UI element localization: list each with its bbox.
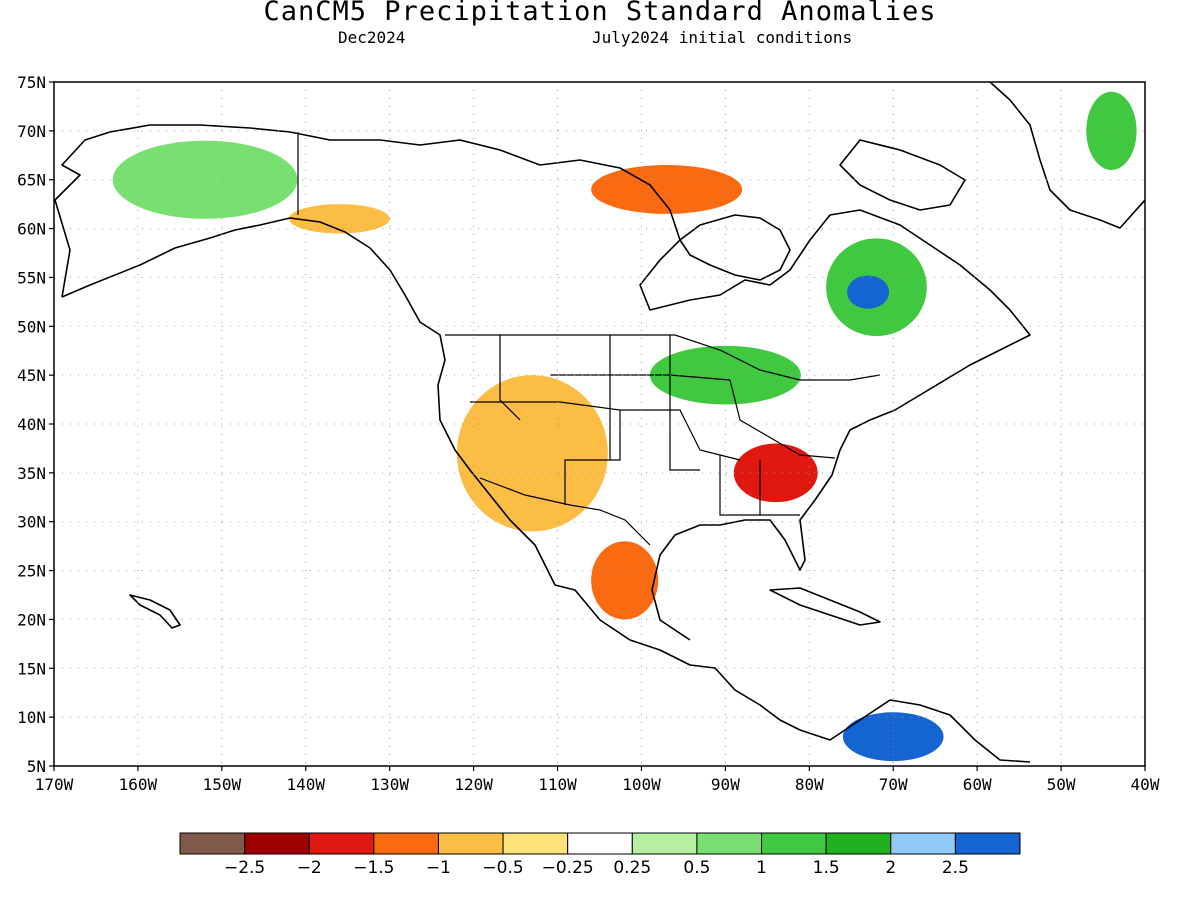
lon-tick-label: 170W	[35, 775, 74, 794]
lon-tick-label: 130W	[370, 775, 409, 794]
colorbar-label: −0.25	[542, 858, 594, 878]
anomaly-nunavut-dry	[591, 165, 743, 214]
colorbar-swatch	[567, 832, 633, 855]
lon-tick-label: 140W	[287, 775, 326, 794]
lat-tick-label: 75N	[17, 73, 46, 92]
colorbar-swatch	[954, 832, 1021, 855]
coastline	[54, 124, 1031, 641]
lat-tick-label: 5N	[27, 757, 46, 776]
colorbar-label: −2.5	[224, 858, 265, 878]
lat-tick-label: 45N	[17, 366, 46, 385]
state-border	[470, 401, 621, 505]
state-border	[620, 409, 741, 461]
lon-tick-label: 90W	[711, 775, 740, 794]
anomaly-us-west-dry	[456, 375, 608, 532]
lat-tick-label: 35N	[17, 464, 46, 483]
colorbar-label: −0.5	[482, 858, 523, 878]
anomaly-quebec-wet-core	[847, 275, 890, 309]
colorbar: −2.5 −2 −1.5 −1 −0.5 −0.25 0.25 0.5 1 1.5 2 2.5	[179, 832, 1021, 878]
lon-tick-label: 60W	[963, 775, 992, 794]
anomaly-south-america-wet	[842, 712, 944, 762]
colorbar-swatch	[825, 832, 892, 855]
anomaly-alaska-wet	[112, 140, 298, 219]
lon-tick-label: 110W	[538, 775, 577, 794]
lon-tick-label: 120W	[454, 775, 493, 794]
state-border	[729, 379, 836, 459]
lat-tick-label: 25N	[17, 562, 46, 581]
colorbar-label: 0.25	[613, 858, 651, 878]
us-canada-border	[445, 334, 881, 381]
anomaly-yukon-dry	[288, 204, 390, 234]
lat-tick-label: 20N	[17, 610, 46, 629]
hawaii	[129, 594, 181, 629]
anomaly-great-lakes-wet	[649, 345, 801, 405]
lon-tick-label: 150W	[203, 775, 242, 794]
latitude-axis: 75N 70N 65N 60N 55N 50N 45N 40N 35N 30N 25N 20N 15N 1…	[17, 73, 54, 776]
longitude-axis: 170W 160W 150W 140W 130W 120W 110W 100W 90W 80W 70…	[35, 766, 1160, 794]
lon-tick-label: 40W	[1131, 775, 1160, 794]
us-mexico-border	[479, 477, 651, 546]
lon-tick-label: 70W	[879, 775, 908, 794]
colorbar-label: 2.5	[942, 858, 969, 878]
anomaly-mexico-dry	[591, 541, 659, 620]
colorbar-swatch	[761, 832, 827, 855]
colorbar-label: 2	[885, 858, 896, 878]
cuba	[769, 587, 881, 626]
state-border	[499, 335, 521, 421]
lat-tick-label: 10N	[17, 708, 46, 727]
colorbar-swatch	[179, 832, 246, 855]
anomaly-shading-layer	[112, 91, 1137, 762]
colorbar-swatch	[244, 832, 310, 855]
lat-tick-label: 40N	[17, 415, 46, 434]
colorbar-label: 1.5	[813, 858, 840, 878]
state-border	[719, 455, 800, 516]
lon-tick-label: 80W	[795, 775, 824, 794]
state-border	[550, 374, 731, 381]
lat-tick-label: 15N	[17, 659, 46, 678]
lon-tick-label: 50W	[1047, 775, 1076, 794]
lat-tick-label: 60N	[17, 220, 46, 239]
anomaly-greenland-wet	[1086, 91, 1137, 170]
colorbar-label: −1	[426, 858, 451, 878]
map-title: CanCM5 Precipitation Standard Anomalies	[263, 0, 937, 27]
state-border	[669, 335, 700, 471]
colorbar-label: 1	[756, 858, 767, 878]
colorbar-label: −2	[297, 858, 322, 878]
colorbar-swatch	[308, 832, 375, 855]
lat-tick-label: 55N	[17, 268, 46, 287]
lon-tick-label: 160W	[119, 775, 158, 794]
colorbar-swatch	[373, 832, 439, 855]
colorbar-label: 0.5	[683, 858, 710, 878]
baffin-coast	[839, 139, 966, 211]
initial-conditions: July2024 initial conditions	[592, 28, 853, 47]
lat-tick-label: 70N	[17, 122, 46, 141]
anomaly-southeast-dry	[733, 443, 818, 503]
colorbar-swatch	[890, 832, 956, 855]
lon-tick-label: 100W	[622, 775, 661, 794]
coastline	[61, 217, 1031, 763]
political-borders	[297, 132, 881, 546]
greenland-coast	[989, 82, 1145, 229]
forecast-month: Dec2024	[338, 28, 406, 47]
colorbar-swatch	[502, 832, 569, 855]
colorbar-swatch	[631, 832, 698, 855]
colorbar-swatch	[437, 832, 504, 855]
lat-tick-label: 65N	[17, 171, 46, 190]
colorbar-label: −1.5	[353, 858, 394, 878]
colorbar-swatch	[696, 832, 763, 855]
coastline-layer	[54, 82, 1145, 763]
lat-tick-label: 50N	[17, 317, 46, 336]
lat-tick-label: 30N	[17, 513, 46, 532]
hudson-bay	[679, 214, 791, 281]
